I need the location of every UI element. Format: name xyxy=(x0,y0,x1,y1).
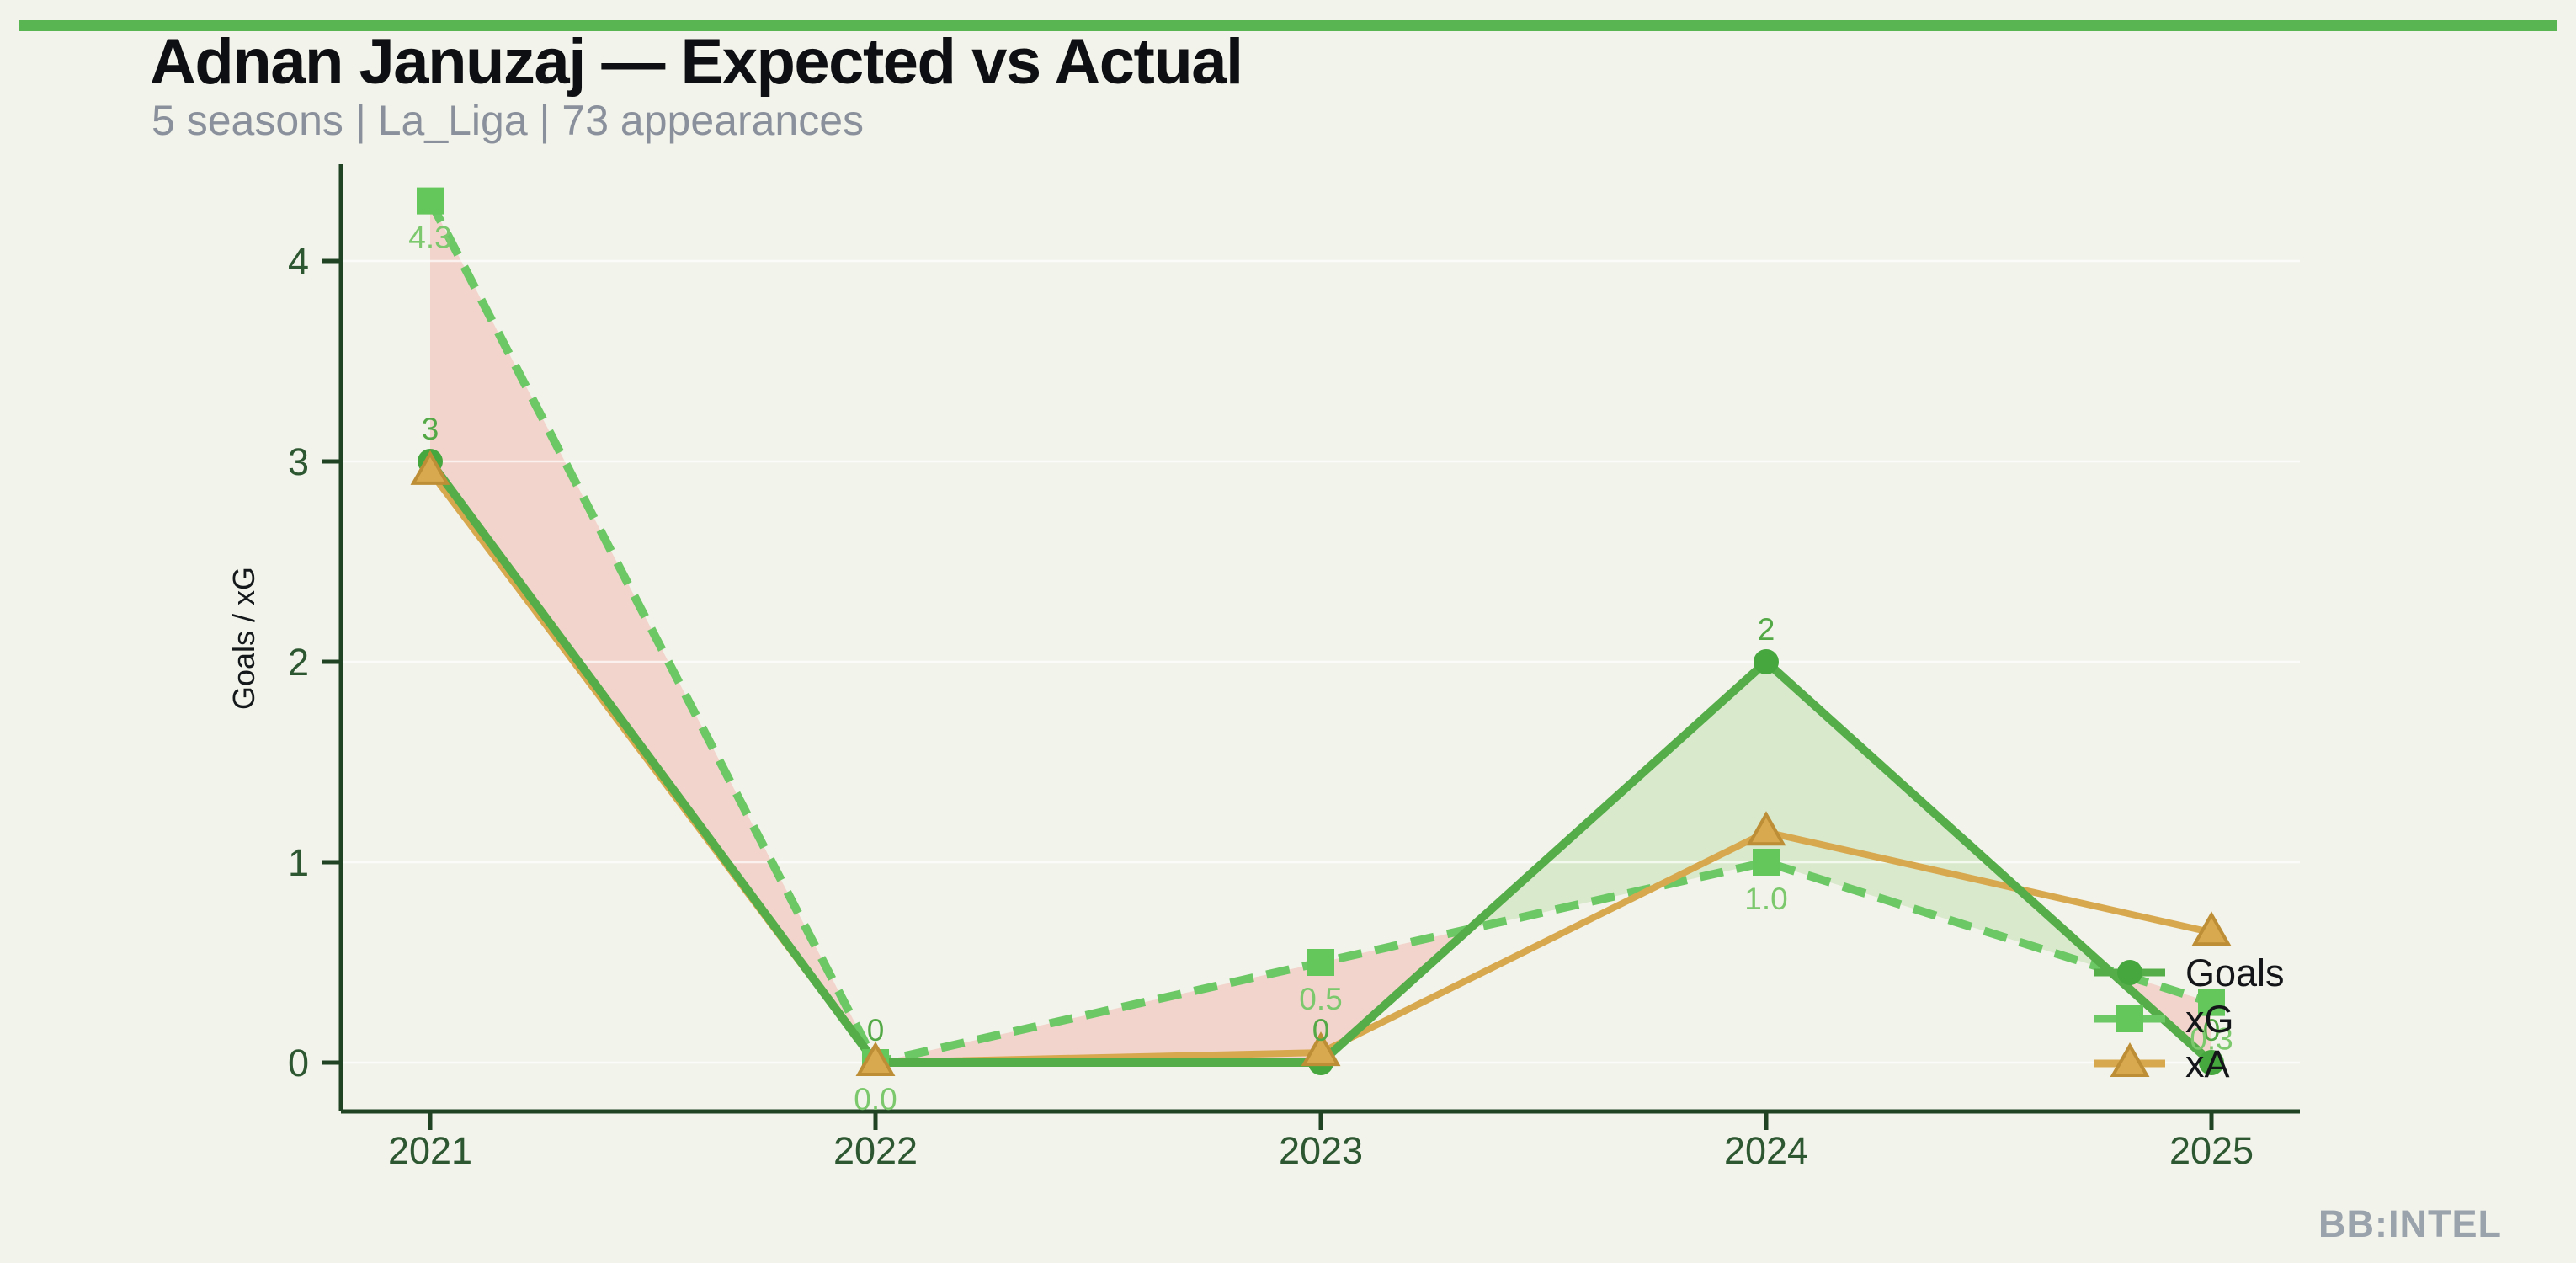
point-label: 0.3 xyxy=(2190,1022,2233,1057)
point-labels: 3 0 0 2 0 4.3 0.0 0.5 1.0 0.3 xyxy=(408,221,2233,1116)
y-tick-label: 4 xyxy=(288,240,309,283)
x-tick-label: 2023 xyxy=(1279,1129,1363,1172)
point-label: 0.5 xyxy=(1299,982,1342,1016)
point-label: 1.0 xyxy=(1744,882,1787,916)
point-label: 0.0 xyxy=(854,1082,897,1116)
xg-point-marker xyxy=(2198,989,2225,1016)
y-tick-label: 0 xyxy=(288,1042,309,1084)
xa-point-marker xyxy=(855,1041,896,1076)
legend-label-xg: xG xyxy=(2185,998,2234,1041)
legend-item-xa: xA xyxy=(2094,1042,2230,1085)
gridlines xyxy=(341,259,2300,1064)
y-axis-title: Goals / xG xyxy=(226,567,261,710)
xa-point-marker xyxy=(1746,811,1786,846)
point-label: 0 xyxy=(867,1013,885,1047)
chart-subtitle: 5 seasons | La_Liga | 73 appearances xyxy=(152,97,865,144)
data-point-markers xyxy=(410,187,2232,1076)
x-tick-label: 2024 xyxy=(1724,1129,1808,1172)
xa-point-marker xyxy=(2191,911,2232,946)
xg-point-marker xyxy=(1753,849,1780,876)
xa-point-marker xyxy=(1301,1031,1341,1067)
legend-item-xg: xG xyxy=(2094,998,2234,1041)
xg-point-marker xyxy=(417,187,444,215)
point-label: 0 xyxy=(2203,1013,2221,1047)
xg-point-marker xyxy=(2116,1005,2143,1032)
xg-series-line xyxy=(426,199,2213,1067)
x-tick-label: 2021 xyxy=(388,1129,472,1172)
xa-point-marker xyxy=(410,450,450,485)
y-tick-label: 3 xyxy=(288,440,309,483)
xg-point-marker xyxy=(1307,949,1334,976)
legend-label-xa: xA xyxy=(2185,1042,2230,1085)
point-label: 3 xyxy=(422,412,439,446)
y-tick-label: 2 xyxy=(288,641,309,684)
chart-title: Adnan Januzaj — Expected vs Actual xyxy=(150,26,1243,98)
legend-item-goals: Goals xyxy=(2094,951,2285,994)
goals-point-marker xyxy=(2199,1050,2224,1075)
fill-bands xyxy=(430,200,2211,1063)
x-tick-label: 2025 xyxy=(2169,1129,2254,1172)
x-tick-label: 2022 xyxy=(833,1129,918,1172)
top-accent-bar xyxy=(19,20,2557,31)
point-label: 2 xyxy=(1758,612,1775,647)
point-label: 0 xyxy=(1312,1013,1330,1047)
brand-watermark: BB:INTEL xyxy=(2318,1202,2502,1245)
goals-point-marker xyxy=(2117,960,2142,985)
goals-point-marker xyxy=(1754,649,1779,674)
legend-label-goals: Goals xyxy=(2185,951,2285,994)
point-label: 4.3 xyxy=(408,221,451,255)
chart-header: Adnan Januzaj — Expected vs Actual 5 sea… xyxy=(150,26,1243,144)
xa-point-marker xyxy=(2110,1042,2150,1077)
axes: 0 1 2 3 4 2021 2022 2023 2024 2025 xyxy=(288,164,2300,1172)
y-tick-label: 1 xyxy=(288,841,309,884)
